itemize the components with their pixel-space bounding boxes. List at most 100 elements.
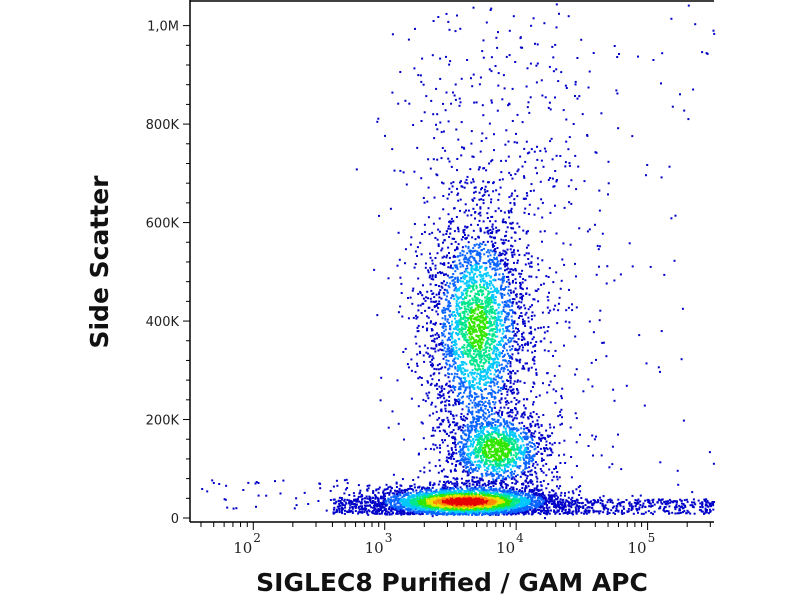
data-point <box>492 293 495 296</box>
data-point <box>489 463 492 466</box>
data-point <box>472 178 474 181</box>
data-point <box>484 191 487 194</box>
data-point <box>510 474 513 477</box>
data-point <box>374 496 377 498</box>
data-point <box>518 467 521 470</box>
data-point <box>522 444 525 447</box>
data-point <box>480 494 483 497</box>
data-point <box>357 484 360 487</box>
data-point <box>498 489 501 492</box>
data-point <box>510 415 513 418</box>
data-point <box>525 451 528 454</box>
data-point <box>525 462 528 465</box>
data-point <box>563 494 566 497</box>
data-point <box>411 505 414 508</box>
data-point <box>484 463 487 465</box>
data-point <box>483 308 486 311</box>
data-point <box>487 480 490 483</box>
data-point <box>502 481 505 484</box>
data-point <box>459 451 462 453</box>
data-point <box>480 326 483 328</box>
data-point <box>531 458 534 460</box>
data-point <box>514 408 517 411</box>
data-point <box>546 434 549 437</box>
data-point <box>493 447 496 450</box>
data-point <box>556 509 559 512</box>
data-point <box>515 454 518 457</box>
data-point <box>541 491 544 494</box>
data-point <box>592 503 595 506</box>
data-point <box>516 465 519 468</box>
data-point <box>447 461 449 464</box>
data-point <box>508 489 511 492</box>
data-point <box>533 496 536 499</box>
data-point <box>422 495 425 498</box>
data-point <box>425 491 428 494</box>
data-point <box>392 506 395 509</box>
data-point <box>458 510 461 513</box>
data-point <box>375 504 377 507</box>
data-point <box>463 483 466 486</box>
data-point <box>502 306 505 309</box>
data-point <box>460 316 462 319</box>
data-point <box>524 431 526 434</box>
data-point <box>522 454 525 457</box>
data-point <box>481 512 484 514</box>
data-point <box>515 462 518 465</box>
data-point <box>421 233 424 235</box>
data-point <box>429 511 432 514</box>
data-point <box>447 410 450 413</box>
data-point <box>471 470 474 473</box>
data-point <box>468 425 471 428</box>
data-point <box>550 497 553 500</box>
data-point <box>494 457 497 460</box>
data-point <box>471 461 474 464</box>
data-point <box>516 412 519 415</box>
data-point <box>419 492 422 495</box>
data-point <box>511 475 514 478</box>
data-point <box>472 247 475 250</box>
data-point <box>508 429 511 432</box>
data-point <box>374 510 377 513</box>
data-point <box>466 495 469 498</box>
data-point <box>490 323 492 326</box>
data-point <box>462 492 465 495</box>
data-point <box>483 411 486 414</box>
data-point <box>452 487 455 490</box>
data-point <box>478 508 480 511</box>
data-point <box>490 481 493 483</box>
data-point <box>517 329 520 332</box>
data-point <box>462 494 465 497</box>
data-point <box>463 493 466 496</box>
data-point <box>511 411 514 414</box>
data-point <box>554 492 557 495</box>
data-point <box>475 513 478 516</box>
data-point <box>449 410 452 413</box>
data-point <box>503 501 506 504</box>
data-point <box>355 505 358 508</box>
data-point <box>575 508 577 511</box>
data-point <box>462 460 465 463</box>
data-point <box>510 454 513 457</box>
data-point <box>476 444 479 446</box>
data-point <box>505 485 508 488</box>
data-point <box>513 472 515 475</box>
data-point <box>487 436 490 439</box>
data-point <box>521 451 524 454</box>
data-point <box>373 508 376 511</box>
data-point <box>382 499 385 502</box>
data-point <box>415 493 418 496</box>
data-point <box>425 495 428 498</box>
data-point <box>483 247 485 250</box>
data-point <box>485 503 488 506</box>
data-point <box>397 507 400 510</box>
data-point <box>558 476 561 479</box>
data-point <box>463 391 466 394</box>
data-point <box>487 422 490 425</box>
data-point <box>498 441 501 444</box>
data-point <box>436 446 439 449</box>
data-point <box>521 497 524 500</box>
data-point <box>496 467 499 470</box>
data-point <box>491 513 494 516</box>
data-point <box>545 487 548 490</box>
